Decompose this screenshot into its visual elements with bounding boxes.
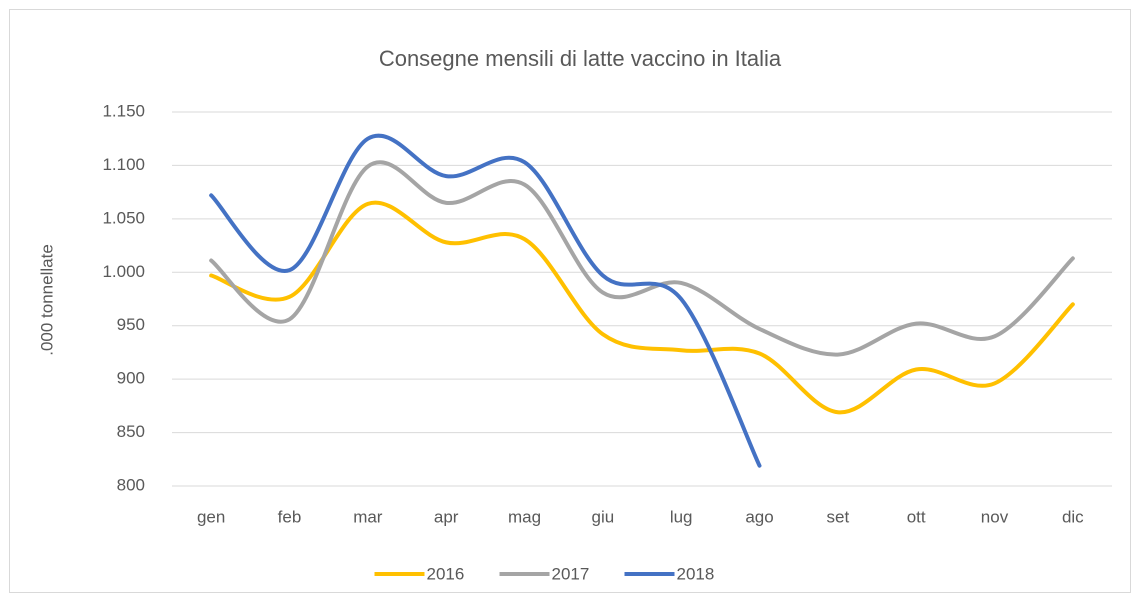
y-tick-label: 1.000 xyxy=(102,262,145,281)
y-tick-label: 950 xyxy=(117,315,145,334)
x-tick-label: mag xyxy=(508,507,541,526)
chart-title: Consegne mensili di latte vaccino in Ita… xyxy=(379,46,782,71)
series-line xyxy=(209,133,762,468)
series-line xyxy=(209,160,1075,357)
legend-label: 2018 xyxy=(677,564,715,583)
x-tick-label: set xyxy=(826,507,849,526)
y-tick-label: 1.050 xyxy=(102,208,145,227)
legend-label: 2017 xyxy=(552,564,590,583)
x-tick-label: mar xyxy=(353,507,383,526)
x-tick-label: ago xyxy=(745,507,773,526)
y-axis-label: .000 tonnellate xyxy=(37,244,56,356)
series-line xyxy=(209,200,1075,415)
x-tick-label: feb xyxy=(278,507,302,526)
x-tick-label: giu xyxy=(591,507,614,526)
legend-label: 2016 xyxy=(427,564,465,583)
y-tick-label: 800 xyxy=(117,475,145,494)
x-tick-label: gen xyxy=(197,507,225,526)
x-tick-label: dic xyxy=(1062,507,1084,526)
y-tick-label: 850 xyxy=(117,422,145,441)
y-tick-label: 900 xyxy=(117,369,145,388)
x-tick-label: lug xyxy=(670,507,693,526)
chart-border xyxy=(9,9,1131,593)
x-tick-label: apr xyxy=(434,507,459,526)
x-tick-label: ott xyxy=(907,507,926,526)
x-tick-label: nov xyxy=(981,507,1009,526)
y-tick-label: 1.100 xyxy=(102,155,145,174)
y-tick-label: 1.150 xyxy=(102,101,145,120)
